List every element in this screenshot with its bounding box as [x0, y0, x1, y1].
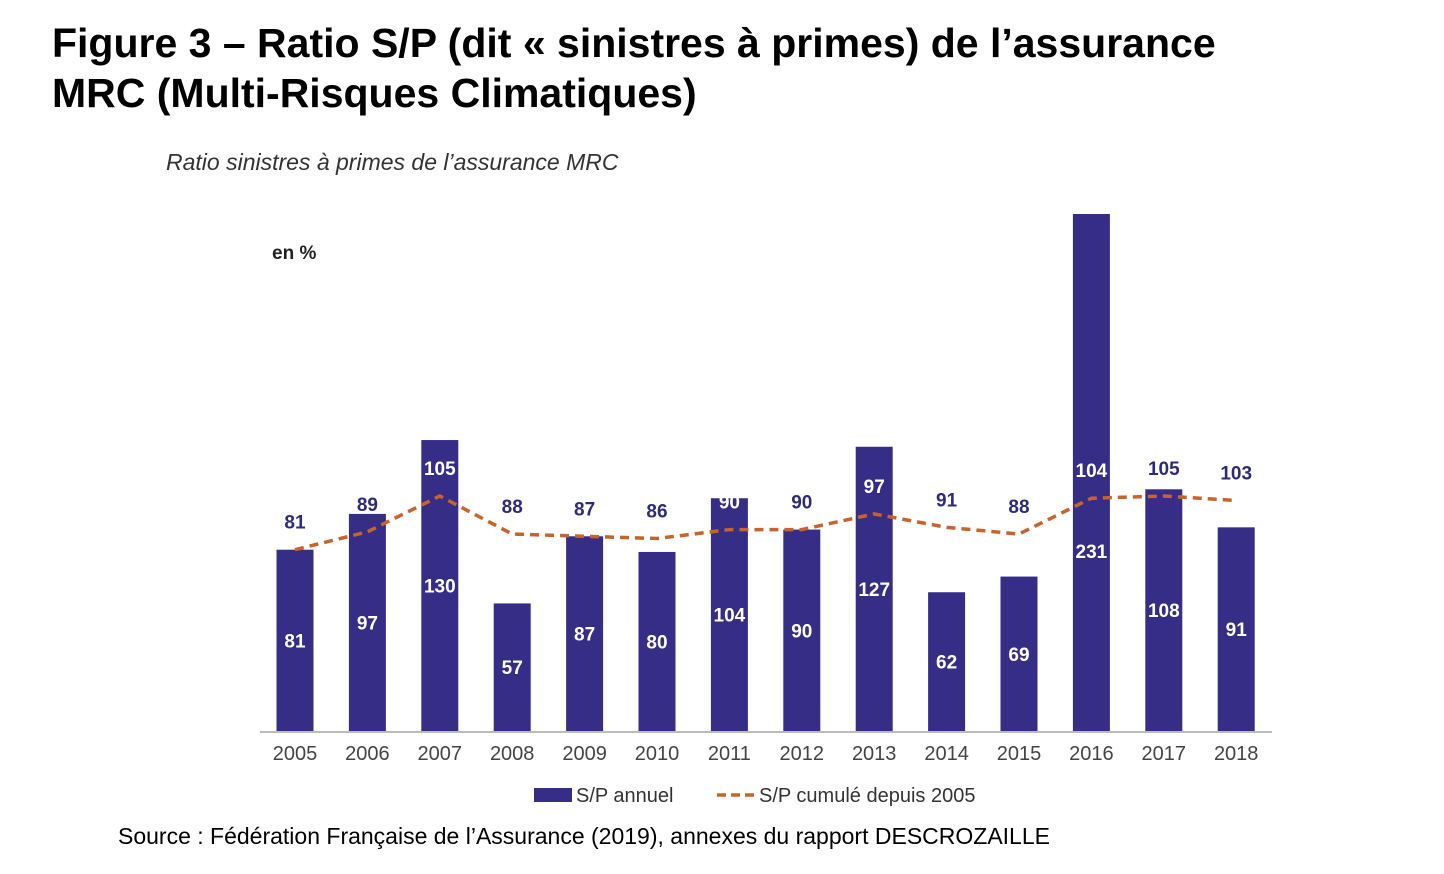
- bar-2006: [348, 513, 386, 731]
- bar-2008: [493, 603, 531, 731]
- bar-value-label-2018: 91: [1226, 620, 1248, 641]
- x-tick-2009: 2009: [562, 743, 607, 765]
- figure-title-line2: MRC (Multi-Risques Climatiques): [52, 70, 697, 116]
- bar-value-label-2017: 108: [1148, 601, 1180, 622]
- legend-line-label: S/P cumulé depuis 2005: [759, 785, 975, 807]
- x-tick-2010: 2010: [635, 743, 680, 765]
- bar-value-label-2005: 81: [284, 631, 306, 652]
- x-tick-2018: 2018: [1214, 743, 1259, 765]
- unit-label: en %: [272, 243, 316, 264]
- line-value-label-2014: 91: [936, 490, 958, 511]
- x-tick-2012: 2012: [780, 743, 825, 765]
- bar-value-label-2010: 80: [646, 632, 667, 653]
- bar-value-label-2014: 62: [936, 653, 957, 674]
- cumulative-line-group: 81 89 105 88 87 86 90 90 97 91 88 104 105 103: [284, 459, 1252, 552]
- line-value-label-2013: 97: [864, 477, 885, 498]
- x-tick-2017: 2017: [1142, 743, 1187, 765]
- bar-2012: [783, 529, 821, 731]
- bar-value-label-2011: 104: [714, 606, 746, 627]
- x-tick-2013: 2013: [852, 743, 897, 765]
- x-tick-2016: 2016: [1069, 743, 1114, 765]
- bars-group: 81 97 130 57 87 80 104 90 127 62 69 231 108 91: [276, 214, 1255, 731]
- bar-2010: [638, 551, 676, 731]
- legend: S/P annuel S/P cumulé depuis 2005: [534, 785, 975, 807]
- figure-title: Figure 3 – Ratio S/P (dit « sinistres à …: [52, 18, 1432, 118]
- bar-2005: [276, 549, 314, 731]
- line-value-label-2005: 81: [284, 513, 306, 534]
- line-value-label-2012: 90: [791, 493, 812, 514]
- bar-2014: [928, 592, 966, 731]
- bar-value-label-2009: 87: [574, 625, 595, 646]
- line-value-label-2009: 87: [574, 499, 595, 520]
- line-value-label-2006: 89: [357, 495, 378, 516]
- bar-value-label-2013: 127: [858, 580, 890, 601]
- x-tick-2015: 2015: [997, 743, 1042, 765]
- source-note: Source : Fédération Française de l’Assur…: [118, 823, 1050, 849]
- bar-2009: [566, 536, 604, 731]
- bar-value-label-2012: 90: [791, 621, 812, 642]
- legend-bar-label: S/P annuel: [576, 785, 674, 807]
- bar-2018: [1217, 527, 1255, 731]
- chart-subtitle: Ratio sinistres à primes de l’assurance …: [166, 149, 619, 175]
- line-value-label-2007: 105: [424, 459, 456, 480]
- bar-2007: [421, 440, 459, 731]
- bar-2015: [1000, 576, 1038, 731]
- bar-value-label-2016: 231: [1076, 542, 1108, 563]
- line-value-label-2008: 88: [502, 497, 523, 518]
- bar-2016: [1072, 214, 1110, 731]
- figure-title-line1: Figure 3 – Ratio S/P (dit « sinistres à …: [52, 20, 1216, 66]
- bar-2013: [855, 446, 893, 731]
- bar-value-label-2006: 97: [357, 613, 378, 634]
- legend-bar-swatch: [534, 788, 572, 802]
- x-tick-2006: 2006: [345, 743, 390, 765]
- line-value-label-2011: 90: [719, 493, 740, 514]
- bar-2011: [710, 498, 748, 731]
- x-tick-2007: 2007: [418, 743, 463, 765]
- x-tick-2008: 2008: [490, 743, 535, 765]
- bar-value-label-2008: 57: [502, 658, 523, 679]
- x-tick-2005: 2005: [273, 743, 318, 765]
- line-value-label-2018: 103: [1220, 463, 1252, 484]
- bar-value-label-2007: 130: [424, 577, 456, 598]
- line-value-label-2017: 105: [1148, 459, 1180, 480]
- cumulative-line: [294, 494, 1237, 552]
- line-value-label-2010: 86: [646, 502, 667, 523]
- line-value-label-2016: 104: [1076, 461, 1108, 482]
- x-ticks-group: 2005 2006 2007 2008 2009 2010 2011 2012 2013 2014…: [273, 743, 1259, 765]
- x-tick-2014: 2014: [924, 743, 969, 765]
- bar-2017: [1145, 489, 1183, 731]
- bar-value-label-2015: 69: [1008, 645, 1029, 666]
- line-value-label-2015: 88: [1008, 497, 1029, 518]
- x-tick-2011: 2011: [708, 743, 751, 765]
